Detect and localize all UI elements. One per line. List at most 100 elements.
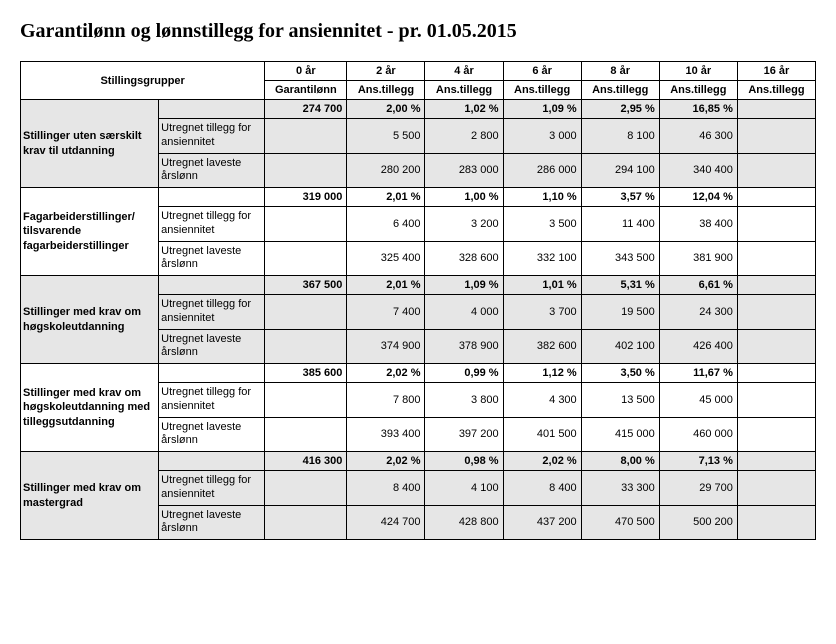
cell: 1,02 % bbox=[425, 100, 503, 119]
header-sub: Ans.tillegg bbox=[347, 81, 425, 100]
cell: 415 000 bbox=[581, 417, 659, 452]
cell: 8,00 % bbox=[581, 452, 659, 471]
cell: 343 500 bbox=[581, 241, 659, 276]
cell: 381 900 bbox=[659, 241, 737, 276]
cell bbox=[737, 417, 815, 452]
row-sublabel: Utregnet tillegg for ansiennitet bbox=[159, 295, 265, 330]
row-sublabel bbox=[159, 364, 265, 383]
cell: 294 100 bbox=[581, 153, 659, 188]
row-sublabel: Utregnet tillegg for ansiennitet bbox=[159, 383, 265, 418]
cell: 3,50 % bbox=[581, 364, 659, 383]
cell bbox=[737, 100, 815, 119]
cell bbox=[265, 241, 347, 276]
header-year: 10 år bbox=[659, 62, 737, 81]
cell: 325 400 bbox=[347, 241, 425, 276]
header-sub: Garantilønn bbox=[265, 81, 347, 100]
cell bbox=[737, 119, 815, 154]
header-sub: Ans.tillegg bbox=[503, 81, 581, 100]
cell bbox=[265, 417, 347, 452]
header-sub: Ans.tillegg bbox=[659, 81, 737, 100]
cell bbox=[265, 329, 347, 364]
row-sublabel: Utregnet laveste årslønn bbox=[159, 417, 265, 452]
cell: 0,99 % bbox=[425, 364, 503, 383]
cell bbox=[737, 153, 815, 188]
cell bbox=[737, 329, 815, 364]
cell: 1,09 % bbox=[503, 100, 581, 119]
cell: 2 800 bbox=[425, 119, 503, 154]
header-year: 16 år bbox=[737, 62, 815, 81]
cell: 24 300 bbox=[659, 295, 737, 330]
cell bbox=[737, 207, 815, 242]
cell bbox=[737, 383, 815, 418]
cell bbox=[265, 153, 347, 188]
cell: 424 700 bbox=[347, 505, 425, 540]
row-sublabel: Utregnet tillegg for ansiennitet bbox=[159, 471, 265, 506]
cell: 382 600 bbox=[503, 329, 581, 364]
cell: 4 300 bbox=[503, 383, 581, 418]
cell: 5,31 % bbox=[581, 276, 659, 295]
cell: 3 500 bbox=[503, 207, 581, 242]
cell: 8 400 bbox=[347, 471, 425, 506]
row-sublabel bbox=[159, 100, 265, 119]
cell bbox=[265, 505, 347, 540]
cell: 38 400 bbox=[659, 207, 737, 242]
cell: 460 000 bbox=[659, 417, 737, 452]
cell bbox=[265, 471, 347, 506]
cell: 340 400 bbox=[659, 153, 737, 188]
cell: 4 100 bbox=[425, 471, 503, 506]
cell: 1,12 % bbox=[503, 364, 581, 383]
cell: 8 100 bbox=[581, 119, 659, 154]
row-sublabel bbox=[159, 276, 265, 295]
row-sublabel: Utregnet tillegg for ansiennitet bbox=[159, 207, 265, 242]
row-sublabel bbox=[159, 452, 265, 471]
cell: 33 300 bbox=[581, 471, 659, 506]
cell: 5 500 bbox=[347, 119, 425, 154]
cell: 7 800 bbox=[347, 383, 425, 418]
cell: 46 300 bbox=[659, 119, 737, 154]
group-label: Fagarbeiderstillinger/ tilsvarende fagar… bbox=[21, 188, 159, 276]
cell: 45 000 bbox=[659, 383, 737, 418]
cell: 4 000 bbox=[425, 295, 503, 330]
cell: 378 900 bbox=[425, 329, 503, 364]
cell: 1,09 % bbox=[425, 276, 503, 295]
cell: 12,04 % bbox=[659, 188, 737, 207]
cell: 367 500 bbox=[265, 276, 347, 295]
cell bbox=[265, 383, 347, 418]
salary-table: Stillingsgrupper 0 år 2 år 4 år 6 år 8 å… bbox=[20, 61, 816, 540]
cell bbox=[737, 295, 815, 330]
row-sublabel: Utregnet laveste årslønn bbox=[159, 153, 265, 188]
cell: 332 100 bbox=[503, 241, 581, 276]
cell bbox=[265, 207, 347, 242]
cell: 1,10 % bbox=[503, 188, 581, 207]
cell: 2,02 % bbox=[503, 452, 581, 471]
page-title: Garantilønn og lønnstillegg for ansienni… bbox=[20, 20, 816, 43]
cell: 437 200 bbox=[503, 505, 581, 540]
cell: 2,02 % bbox=[347, 364, 425, 383]
cell: 374 900 bbox=[347, 329, 425, 364]
cell: 7 400 bbox=[347, 295, 425, 330]
cell: 393 400 bbox=[347, 417, 425, 452]
cell: 385 600 bbox=[265, 364, 347, 383]
cell: 416 300 bbox=[265, 452, 347, 471]
cell bbox=[265, 295, 347, 330]
cell: 7,13 % bbox=[659, 452, 737, 471]
header-year: 8 år bbox=[581, 62, 659, 81]
group-label: Stillinger uten særskilt krav til utdann… bbox=[21, 100, 159, 188]
cell: 470 500 bbox=[581, 505, 659, 540]
cell: 426 400 bbox=[659, 329, 737, 364]
cell: 2,95 % bbox=[581, 100, 659, 119]
header-sub: Ans.tillegg bbox=[425, 81, 503, 100]
header-sub: Ans.tillegg bbox=[581, 81, 659, 100]
cell bbox=[737, 241, 815, 276]
cell: 401 500 bbox=[503, 417, 581, 452]
cell: 11,67 % bbox=[659, 364, 737, 383]
cell: 280 200 bbox=[347, 153, 425, 188]
header-year: 0 år bbox=[265, 62, 347, 81]
header-year: 6 år bbox=[503, 62, 581, 81]
cell: 2,00 % bbox=[347, 100, 425, 119]
cell bbox=[737, 505, 815, 540]
cell: 13 500 bbox=[581, 383, 659, 418]
cell: 1,01 % bbox=[503, 276, 581, 295]
cell: 328 600 bbox=[425, 241, 503, 276]
cell: 397 200 bbox=[425, 417, 503, 452]
